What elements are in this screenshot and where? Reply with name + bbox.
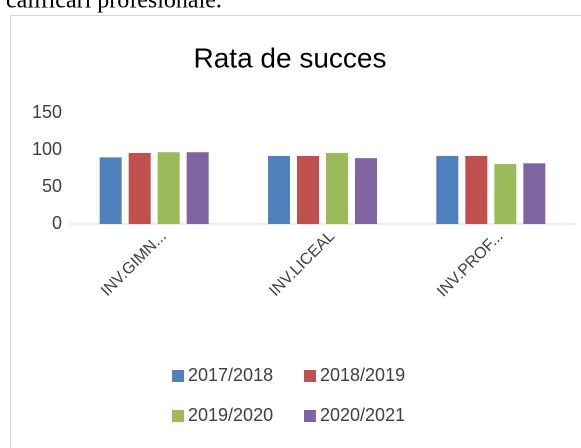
bar [268, 155, 290, 224]
chart-title: Rata de succes [194, 42, 387, 73]
y-tick-label: 150 [32, 102, 62, 122]
legend-swatch [304, 410, 316, 422]
bar [128, 152, 151, 224]
chart-frame [10, 15, 581, 448]
legend-label: 2018/2019 [320, 365, 405, 385]
bar [436, 155, 459, 224]
legend-label: 2019/2020 [188, 405, 273, 425]
bar [157, 152, 180, 224]
bar [297, 155, 319, 224]
legend-swatch [172, 370, 184, 382]
bar [494, 164, 517, 224]
bar [326, 152, 348, 224]
legend-swatch [172, 410, 184, 422]
bar [186, 152, 209, 224]
legend-label: 2020/2021 [320, 405, 405, 425]
legend-label: 2017/2018 [188, 365, 273, 385]
bar [523, 163, 546, 224]
page-text: calificări profesionale. [6, 0, 222, 14]
y-tick-label: 50 [42, 176, 62, 196]
bar [465, 155, 488, 224]
y-tick-label: 0 [52, 213, 62, 233]
legend-swatch [304, 370, 316, 382]
bar [99, 157, 122, 224]
bar [355, 158, 377, 224]
y-tick-label: 100 [32, 139, 62, 159]
